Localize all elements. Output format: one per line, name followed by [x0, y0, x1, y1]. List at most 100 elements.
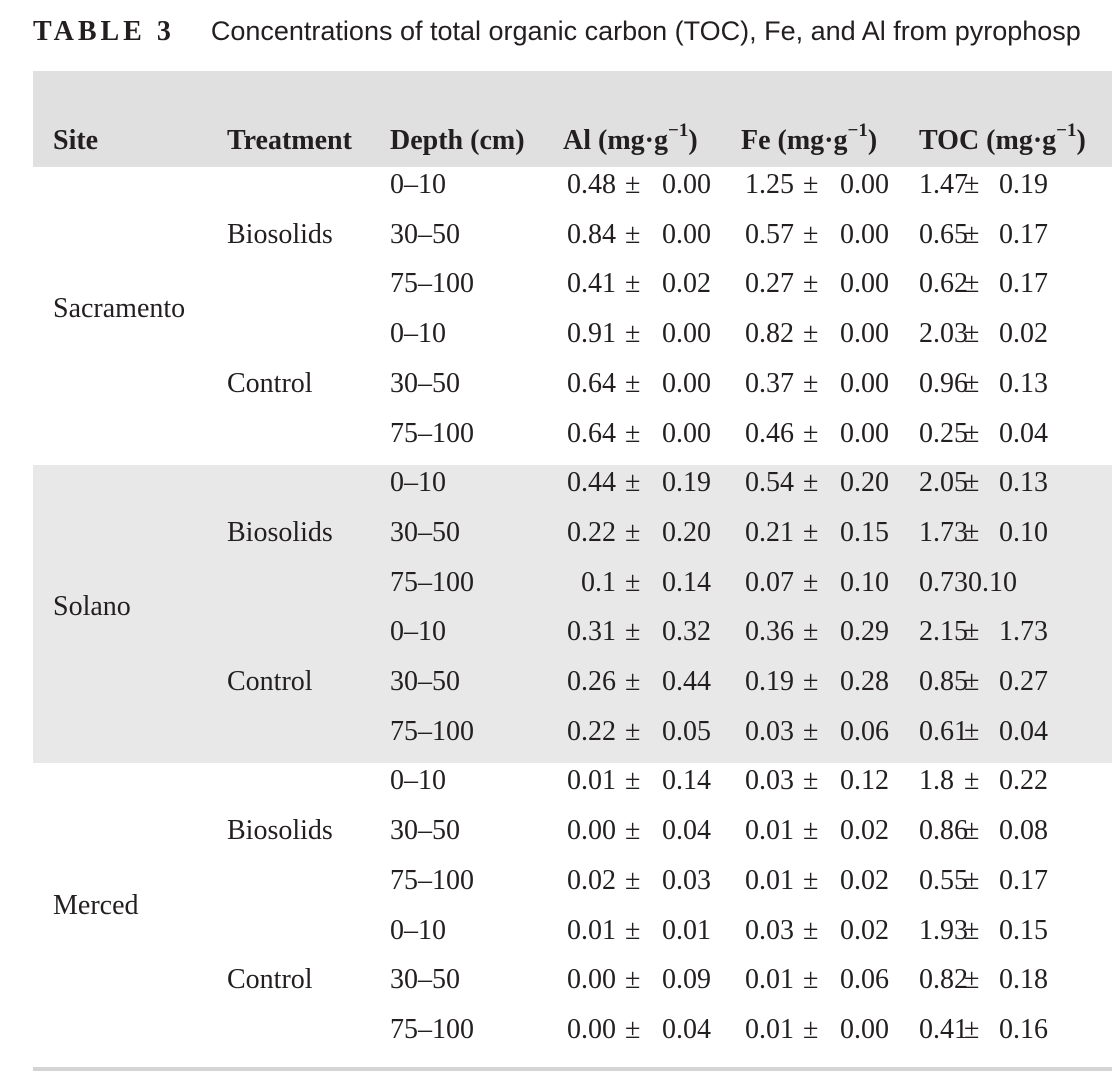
caption-text: Concentrations of total organic carbon (…	[210, 16, 1081, 46]
depth-cell: 0–10	[390, 467, 446, 499]
toc-value-cell: 0.62	[919, 268, 968, 300]
toc-value-cell: 0.41	[919, 1013, 968, 1045]
plus-minus-sign: ±	[625, 666, 641, 697]
header-al-close: )	[688, 125, 698, 156]
fe-value-cell: 0.37	[745, 367, 794, 399]
toc-error-cell: 0.17	[999, 864, 1048, 896]
al-error-cell: 0.00	[662, 218, 711, 250]
al-value-cell: 0.91	[567, 318, 616, 350]
toc-value-cell: 0.61	[919, 715, 968, 747]
plus-minus-sign: ±	[625, 616, 641, 648]
plus-minus-sign: ±	[625, 914, 641, 946]
plus-minus-sign: ±	[964, 864, 980, 896]
table-label: TABLE 3	[33, 16, 175, 47]
plus-minus-sign: ±	[964, 268, 980, 300]
fe-value-cell: 0.27	[745, 268, 794, 300]
toc-value-cell: 0.85	[919, 666, 968, 697]
fe-error-cell: 0.06	[840, 964, 889, 996]
plus-minus-sign: ±	[964, 616, 980, 648]
al-error-cell: 0.20	[662, 516, 711, 548]
al-value-cell: 0.00	[567, 1013, 616, 1045]
plus-minus-sign: ±	[964, 218, 980, 250]
depth-cell: 75–100	[390, 417, 474, 449]
depth-cell: 30–50	[390, 815, 460, 847]
al-value-cell: 0.84	[567, 218, 616, 250]
fe-value-cell: 0.54	[745, 467, 794, 499]
fe-error-cell: 0.00	[840, 367, 889, 399]
plus-minus-sign: ±	[803, 318, 819, 350]
toc-value-cell: 2.15	[919, 616, 968, 648]
toc-value-cell: 2.05	[919, 467, 968, 499]
fe-value-cell: 0.07	[745, 566, 794, 598]
toc-value-cell: 1.73	[919, 516, 968, 548]
al-error-cell: 0.00	[662, 169, 711, 200]
plus-minus-sign: ±	[625, 566, 641, 598]
plus-minus-sign: ±	[964, 964, 980, 996]
depth-cell: 0–10	[390, 169, 446, 200]
plus-minus-sign: ±	[625, 367, 641, 399]
plus-minus-sign: ±	[803, 467, 819, 499]
plus-minus-sign: ±	[625, 516, 641, 548]
toc-error-cell: 0.15	[999, 914, 1048, 946]
fe-error-cell: 0.06	[840, 715, 889, 747]
al-value-cell: 0.26	[567, 666, 616, 697]
depth-cell: 30–50	[390, 666, 460, 697]
fe-value-cell: 0.19	[745, 666, 794, 697]
fe-value-cell: 0.03	[745, 715, 794, 747]
toc-value-cell: 1.47	[919, 169, 968, 200]
header-toc: TOC (mg·g−1)	[919, 121, 1086, 155]
plus-minus-sign: ±	[964, 715, 980, 747]
al-error-cell: 0.03	[662, 864, 711, 896]
toc-value-cell: 0.730.10	[919, 566, 1017, 598]
site-name: Merced	[53, 889, 139, 921]
plus-minus-sign: ±	[964, 914, 980, 946]
depth-cell: 0–10	[390, 914, 446, 946]
plus-minus-sign: ±	[803, 268, 819, 300]
fe-value-cell: 0.03	[745, 914, 794, 946]
toc-value-cell: 0.55	[919, 864, 968, 896]
plus-minus-sign: ±	[625, 715, 641, 747]
fe-value-cell: 0.36	[745, 616, 794, 648]
fe-value-cell: 0.57	[745, 218, 794, 250]
plus-minus-sign: ±	[964, 417, 980, 449]
al-error-cell: 0.00	[662, 318, 711, 350]
al-value-cell: 0.64	[567, 367, 616, 399]
treatment-name: Biosolids	[227, 815, 333, 847]
al-error-cell: 0.00	[662, 417, 711, 449]
treatment-name: Biosolids	[227, 218, 333, 250]
fe-error-cell: 0.00	[840, 218, 889, 250]
toc-value-cell: 0.96	[919, 367, 968, 399]
al-value-cell: 0.22	[567, 715, 616, 747]
al-value-cell: 0.00	[567, 964, 616, 996]
al-value-cell: 0.41	[567, 268, 616, 300]
toc-error-cell: 0.13	[999, 367, 1048, 399]
toc-error-cell: 0.18	[999, 964, 1048, 996]
fe-error-cell: 0.00	[840, 318, 889, 350]
al-error-cell: 0.09	[662, 964, 711, 996]
fe-error-cell: 0.29	[840, 616, 889, 648]
fe-value-cell: 0.01	[745, 864, 794, 896]
plus-minus-sign: ±	[803, 1013, 819, 1045]
plus-minus-sign: ±	[625, 417, 641, 449]
plus-minus-sign: ±	[964, 318, 980, 350]
plus-minus-sign: ±	[625, 218, 641, 250]
header-treatment: Treatment	[227, 125, 352, 156]
header-al-exponent: −1	[668, 119, 689, 141]
toc-value-cell: 1.93	[919, 914, 968, 946]
toc-value-cell: 2.03	[919, 318, 968, 350]
toc-value-cell: 0.65	[919, 218, 968, 250]
al-value-cell: 0.22	[567, 516, 616, 548]
depth-cell: 0–10	[390, 318, 446, 350]
site-name: Solano	[53, 591, 131, 623]
al-error-cell: 0.02	[662, 268, 711, 300]
al-error-cell: 0.19	[662, 467, 711, 499]
toc-value-cell: 0.86	[919, 815, 968, 847]
al-error-cell: 0.00	[662, 367, 711, 399]
al-value-cell: 0.00	[567, 815, 616, 847]
site-group-band	[33, 465, 1112, 764]
table-bottom-rule	[33, 1067, 1112, 1071]
header-toc-exponent: −1	[1056, 119, 1077, 141]
depth-cell: 75–100	[390, 715, 474, 747]
al-error-cell: 0.44	[662, 666, 711, 697]
fe-error-cell: 0.02	[840, 815, 889, 847]
